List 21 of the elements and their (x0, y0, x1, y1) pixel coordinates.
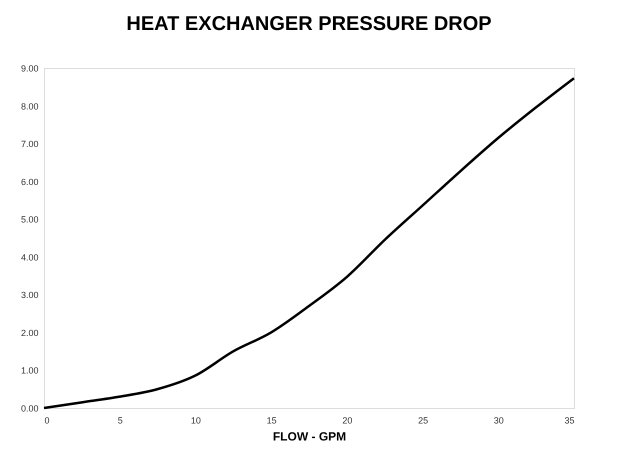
y-tick-label: 4.00 (20, 252, 38, 262)
x-tick-label: 15 (266, 416, 277, 426)
x-tick-label: 25 (418, 416, 428, 426)
x-tick-label: 20 (342, 416, 352, 426)
y-tick-label: 1.00 (20, 366, 38, 376)
line-series (42, 76, 576, 410)
y-tick-label: 9.00 (20, 64, 38, 74)
x-tick-label: 0 (44, 416, 50, 426)
chart-title: HEAT EXCHANGER PRESSURE DROP (126, 13, 492, 35)
y-tick-label: 2.00 (20, 328, 38, 338)
x-tick-label: 30 (494, 416, 504, 426)
y-tick-label: 0.00 (20, 404, 38, 414)
y-tick-label: 8.00 (20, 101, 38, 112)
x-tick-label: 10 (190, 416, 201, 426)
y-tick-label: 6.00 (20, 176, 38, 187)
y-tick-label: 7.00 (20, 139, 38, 150)
y-tick-label: 5.00 (20, 214, 38, 225)
x-tick-label: 5 (118, 416, 123, 426)
x-tick-label: 35 (564, 416, 574, 426)
x-axis-title: FLOW - GPM (272, 430, 346, 444)
y-tick-label: 3.00 (20, 290, 38, 300)
